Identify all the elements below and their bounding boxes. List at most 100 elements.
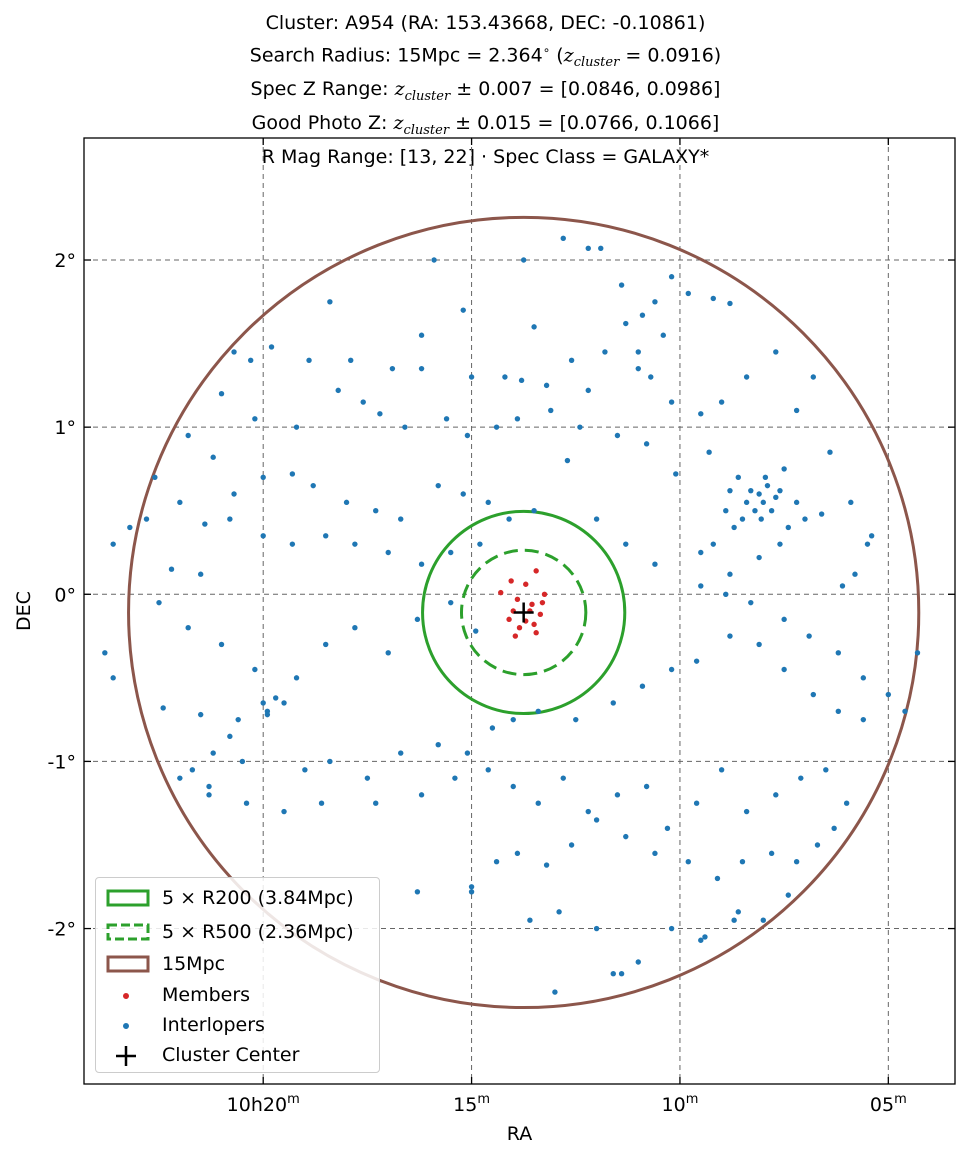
interloper-point: [273, 695, 279, 701]
title-line-5: R Mag Range: [13, 22] · Spec Class = GAL…: [261, 145, 710, 168]
interloper-point: [293, 424, 300, 430]
title-line-2: Search Radius: 15Mpc = 2.364∘ (zcluster …: [249, 43, 722, 71]
interloper-point: [418, 365, 425, 372]
legend-15mpc-label: 15Mpc: [162, 953, 226, 975]
interloper-point: [402, 424, 408, 430]
interloper-point: [110, 541, 116, 547]
interloper-point: [660, 332, 666, 338]
interloper-point: [143, 516, 150, 522]
interloper-point: [727, 487, 733, 494]
interloper-point: [160, 705, 166, 711]
interloper-point: [652, 561, 658, 567]
interloper-point: [810, 691, 817, 698]
radius-circle: [421, 509, 627, 716]
interloper-point: [885, 691, 892, 698]
cluster-center-marker: [513, 602, 534, 623]
interloper-point: [702, 934, 708, 940]
interloper-point: [310, 482, 316, 489]
interloper-point: [810, 374, 817, 380]
x-tick-label: 10h20m: [227, 1092, 300, 1116]
interloper-point: [835, 708, 842, 714]
member-point: [539, 599, 546, 606]
interloper-point: [652, 299, 658, 305]
interloper-point: [614, 792, 621, 798]
interloper-point: [593, 925, 600, 932]
member-point: [508, 578, 514, 584]
interloper-point: [110, 675, 116, 681]
interloper-point: [435, 482, 441, 489]
interloper-point: [798, 775, 804, 781]
interloper-point: [152, 474, 158, 480]
interloper-point: [693, 800, 700, 806]
interloper-point: [510, 716, 516, 723]
interloper-point: [768, 850, 775, 857]
interloper-point: [548, 407, 554, 414]
legend-item-members: Members: [96, 980, 379, 1010]
interloper-point: [743, 499, 750, 506]
interloper-point: [218, 641, 225, 648]
interloper-point: [785, 892, 792, 898]
interloper-point: [520, 257, 527, 263]
interloper-point: [668, 274, 675, 280]
interloper-point: [785, 524, 792, 531]
interloper-point: [485, 499, 491, 506]
legend-r200-swatch: [106, 889, 150, 907]
interloper-point: [602, 349, 608, 355]
interloper-point: [806, 633, 812, 639]
legend-item-center: Cluster Center: [96, 1040, 379, 1070]
interloper-point: [281, 700, 287, 706]
interloper-point: [773, 792, 779, 798]
interloper-point: [306, 357, 312, 363]
interloper-point: [373, 800, 379, 806]
interloper-point: [260, 474, 266, 480]
interloper-point: [760, 917, 766, 923]
title-line-4-suffix: ± 0.015 = [0.0766, 0.1066]: [455, 111, 720, 134]
legend-item-r500: 5 × R500 (2.36Mpc): [96, 917, 379, 947]
interloper-point: [635, 959, 641, 965]
interloper-point: [693, 658, 700, 664]
interloper-point: [598, 245, 604, 252]
interloper-point: [823, 767, 829, 773]
x-tick-label: 05m: [870, 1092, 907, 1116]
interloper-point: [710, 541, 716, 547]
interloper-point: [352, 541, 358, 547]
interloper-point: [527, 917, 533, 923]
interloper-point: [748, 487, 754, 494]
interloper-point: [414, 889, 421, 895]
interloper-point: [818, 511, 825, 517]
interloper-point: [543, 382, 550, 389]
interloper-point: [585, 245, 591, 252]
interloper-point: [452, 775, 458, 781]
interloper-point: [768, 508, 775, 514]
interloper-point: [448, 549, 454, 556]
title-line-4-sub: cluster: [403, 122, 450, 138]
interloper-point: [685, 859, 691, 865]
interloper-point: [648, 374, 654, 380]
interloper-point: [860, 675, 867, 681]
interloper-point: [177, 775, 183, 781]
interloper-point: [718, 399, 725, 405]
interloper-point: [758, 516, 764, 522]
member-point: [537, 611, 544, 618]
legend-r200-label: 5 × R200 (3.84Mpc): [162, 887, 354, 909]
legend-interlopers-marker: [123, 1023, 129, 1029]
interloper-point: [793, 499, 800, 506]
interloper-point: [573, 716, 579, 723]
interloper-point: [560, 775, 566, 781]
interloper-point: [177, 499, 183, 506]
interloper-point: [781, 466, 787, 472]
interloper-point: [360, 399, 366, 405]
interloper-point: [727, 633, 733, 639]
member-point: [514, 596, 521, 603]
interloper-point: [739, 516, 746, 522]
member-point: [531, 621, 537, 628]
member-point: [523, 581, 529, 587]
legend-15mpc-swatch: [106, 955, 150, 973]
interloper-point: [348, 357, 354, 363]
interloper-point: [848, 499, 854, 506]
interloper-point: [531, 324, 537, 330]
interloper-point: [197, 571, 204, 577]
interloper-point: [414, 616, 421, 623]
title-line-3-suffix: ± 0.007 = [0.0846, 0.0986]: [456, 78, 721, 101]
member-point: [516, 625, 523, 631]
